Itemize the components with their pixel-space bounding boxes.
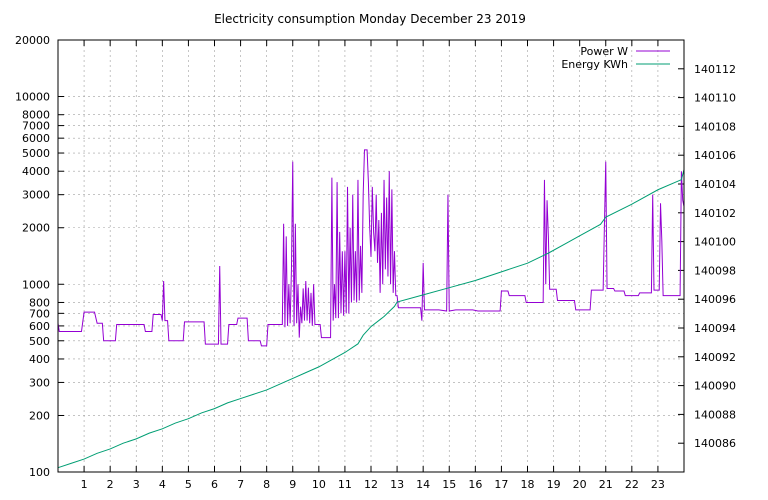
y-right-tick-label: 140104 — [694, 178, 736, 191]
y-left-tick-label: 6000 — [22, 132, 50, 145]
y-right-tick-label: 140094 — [694, 322, 736, 335]
x-tick-label: 11 — [338, 478, 352, 491]
x-tick-label: 22 — [625, 478, 639, 491]
y-left-tick-label: 2000 — [22, 222, 50, 235]
y-left-tick-label: 10000 — [15, 91, 50, 104]
x-tick-label: 20 — [573, 478, 587, 491]
x-tick-label: 17 — [494, 478, 508, 491]
y-left-tick-label: 700 — [29, 307, 50, 320]
y-left-tick-label: 600 — [29, 320, 50, 333]
x-tick-label: 12 — [364, 478, 378, 491]
x-tick-label: 2 — [107, 478, 114, 491]
y-axis-right: 140086 140088 140090 140092 140094 140096 1400… — [678, 63, 736, 450]
y-right-tick-label: 140102 — [694, 207, 736, 220]
x-tick-label: 19 — [547, 478, 561, 491]
y-left-tick-label: 8000 — [22, 109, 50, 122]
y-right-tick-label: 140086 — [694, 437, 736, 450]
y-right-tick-label: 140088 — [694, 408, 736, 421]
legend: Power W Energy KWh — [561, 45, 670, 71]
power-series-line — [57, 149, 685, 347]
x-tick-label: 4 — [159, 478, 166, 491]
x-tick-label: 1 — [81, 478, 88, 491]
x-tick-label: 7 — [237, 478, 244, 491]
x-tick-label: 6 — [211, 478, 218, 491]
energy-series-line — [57, 169, 685, 469]
x-tick-label: 18 — [521, 478, 535, 491]
y-right-tick-label: 140092 — [694, 351, 736, 364]
y-left-tick-label: 500 — [29, 335, 50, 348]
y-right-tick-label: 140098 — [694, 264, 736, 277]
x-axis: 1 2 3 4 5 6 7 8 9 10 11 12 13 14 15 16 17 18 19 20 21 22 23 — [81, 40, 665, 491]
x-tick-label: 21 — [599, 478, 613, 491]
x-tick-label: 13 — [390, 478, 404, 491]
legend-label-energy: Energy KWh — [561, 58, 628, 71]
y-left-tick-label: 300 — [29, 376, 50, 389]
x-tick-label: 5 — [185, 478, 192, 491]
y-right-tick-label: 140106 — [694, 149, 736, 162]
y-left-tick-label: 20000 — [15, 34, 50, 47]
y-left-tick-label: 4000 — [22, 165, 50, 178]
x-tick-label: 9 — [289, 478, 296, 491]
y-right-tick-label: 140112 — [694, 63, 736, 76]
y-left-tick-label: 3000 — [22, 189, 50, 202]
plot-border — [57, 39, 685, 473]
y-left-tick-label: 100 — [29, 466, 50, 479]
x-tick-label: 8 — [263, 478, 270, 491]
y-right-tick-label: 140096 — [694, 293, 736, 306]
y-right-tick-label: 140090 — [694, 380, 736, 393]
y-right-tick-label: 140108 — [694, 120, 736, 133]
x-tick-label: 3 — [133, 478, 140, 491]
x-tick-label: 14 — [416, 478, 430, 491]
y-right-tick-label: 140110 — [694, 92, 736, 105]
x-tick-label: 16 — [468, 478, 482, 491]
chart-title: Electricity consumption Monday December … — [214, 12, 526, 26]
y-left-tick-label: 7000 — [22, 120, 50, 133]
x-tick-label: 15 — [442, 478, 456, 491]
x-tick-label: 23 — [651, 478, 665, 491]
y-left-tick-label: 200 — [29, 409, 50, 422]
y-left-tick-label: 1000 — [22, 278, 50, 291]
legend-label-power: Power W — [580, 45, 628, 58]
y-left-tick-label: 400 — [29, 353, 50, 366]
x-tick-label: 10 — [312, 478, 326, 491]
series-group — [57, 149, 685, 469]
y-right-tick-label: 140100 — [694, 236, 736, 249]
y-left-tick-label: 5000 — [22, 147, 50, 160]
y-left-tick-label: 800 — [29, 296, 50, 309]
